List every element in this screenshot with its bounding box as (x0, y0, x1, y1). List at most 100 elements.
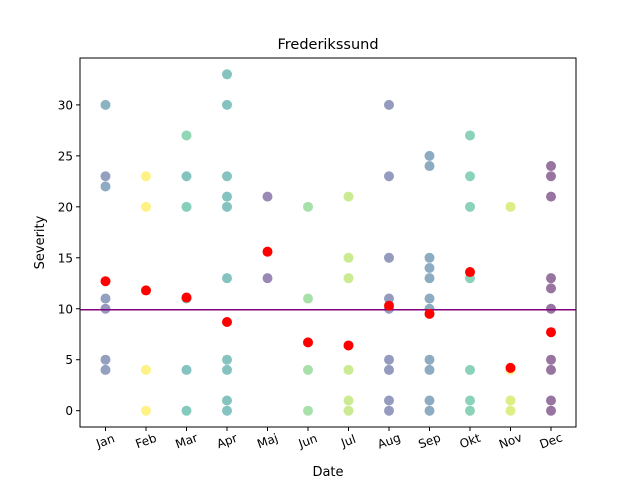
mean-point (222, 317, 232, 328)
x-tick-label: Apr (215, 431, 239, 451)
data-point (465, 171, 475, 182)
data-point (343, 405, 354, 416)
data-point (505, 395, 516, 406)
data-point (424, 262, 435, 273)
mean-point (181, 292, 192, 303)
data-point (424, 405, 435, 416)
plot-frame (79, 57, 577, 428)
data-point (222, 354, 232, 365)
data-point (424, 273, 435, 284)
data-point (424, 150, 435, 161)
data-point (343, 252, 354, 263)
mean-point (384, 300, 394, 311)
data-point (424, 395, 435, 406)
data-point (222, 191, 232, 202)
x-tick-label: Maj (255, 431, 280, 451)
data-point (546, 405, 556, 416)
mean-point (100, 276, 111, 287)
data-point (384, 99, 394, 110)
data-point (465, 395, 475, 406)
data-point (505, 405, 516, 416)
data-point (465, 130, 475, 141)
data-point (546, 171, 556, 182)
data-point (384, 395, 394, 406)
data-point (384, 252, 394, 263)
mean-point (424, 308, 435, 319)
data-point (303, 364, 313, 375)
data-point (222, 201, 232, 212)
y-tick-label: 20 (58, 200, 73, 214)
data-point (546, 395, 556, 406)
x-tick-label: Jul (338, 432, 357, 450)
data-point (100, 303, 111, 314)
x-tick-label: Okt (458, 431, 483, 451)
data-point (303, 201, 313, 212)
data-point (384, 354, 394, 365)
mean-point (465, 267, 475, 278)
data-point (424, 354, 435, 365)
data-point (100, 99, 111, 110)
y-tick-label: 5 (65, 353, 73, 367)
mean-point (141, 285, 151, 296)
data-point (343, 273, 354, 284)
data-point (181, 405, 192, 416)
mean-point (262, 246, 273, 257)
chart-title: Frederikssund (277, 37, 378, 53)
data-point (546, 273, 556, 284)
data-point (384, 364, 394, 375)
data-point (546, 354, 556, 365)
data-point (141, 201, 151, 212)
data-point (262, 273, 273, 284)
mean-point (343, 340, 354, 351)
y-tick-label: 25 (58, 149, 73, 163)
data-point (384, 405, 394, 416)
mean-point (303, 337, 313, 348)
data-point (546, 283, 556, 294)
data-point (424, 364, 435, 375)
data-point (222, 69, 232, 80)
data-point (465, 364, 475, 375)
data-point (343, 364, 354, 375)
data-point (343, 395, 354, 406)
data-point (505, 201, 516, 212)
data-point (222, 273, 232, 284)
data-point (424, 293, 435, 304)
data-point (546, 303, 556, 314)
data-point (465, 405, 475, 416)
data-point (100, 293, 111, 304)
data-point (141, 364, 151, 375)
data-point (343, 191, 354, 202)
x-axis-label: Date (312, 465, 343, 480)
y-tick-label: 30 (58, 98, 73, 112)
y-tick-label: 10 (58, 302, 73, 316)
x-tick-label: Feb (134, 431, 159, 451)
mean-point (546, 327, 556, 338)
data-point (181, 171, 192, 182)
y-axis-label: Severity (33, 215, 48, 269)
data-point (465, 201, 475, 212)
x-tick-label: Jun (296, 431, 319, 451)
data-point (141, 171, 151, 182)
data-point (262, 191, 273, 202)
data-point (222, 171, 232, 182)
mean-point (505, 362, 516, 373)
data-point (303, 405, 313, 416)
data-point (100, 364, 111, 375)
data-point (181, 364, 192, 375)
data-point (222, 405, 232, 416)
data-point (222, 99, 232, 110)
data-point (181, 130, 192, 141)
data-point (222, 395, 232, 406)
data-point (384, 171, 394, 182)
data-point (546, 364, 556, 375)
x-tick-label: Jan (93, 431, 116, 451)
data-point (424, 252, 435, 263)
data-point (384, 293, 394, 304)
y-tick-label: 15 (58, 251, 73, 265)
data-point (424, 161, 435, 172)
data-point (141, 405, 151, 416)
